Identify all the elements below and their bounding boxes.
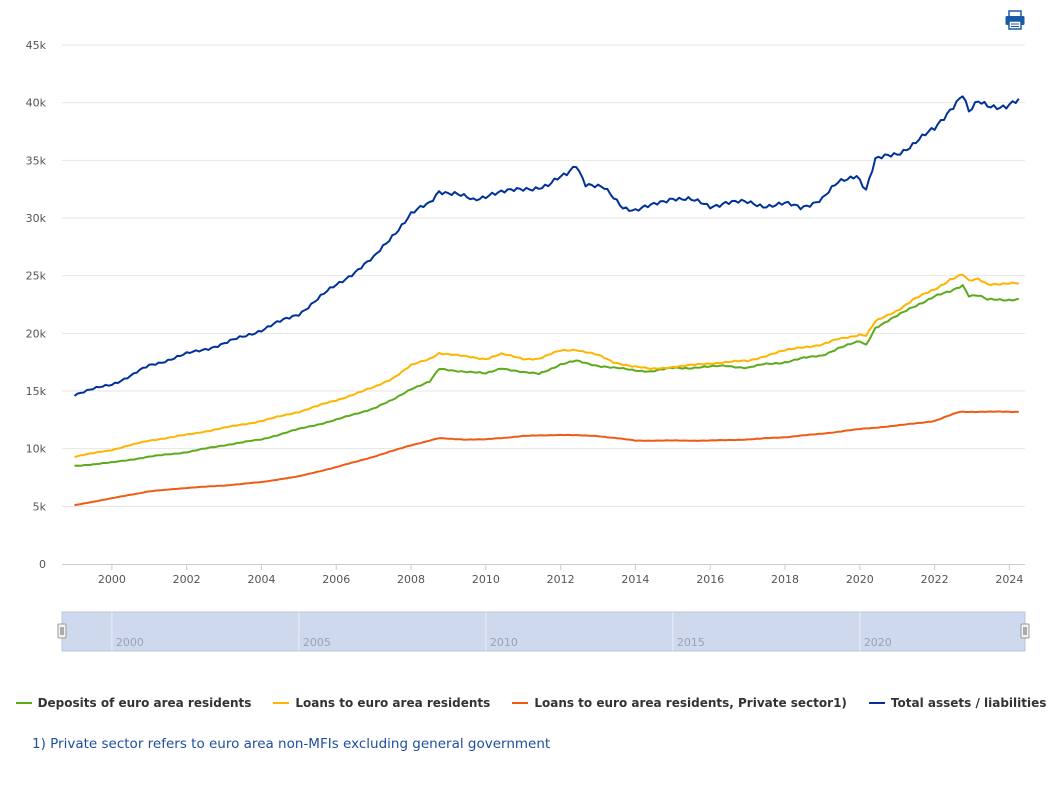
x-axis: 2000 2002 2004 2006 2008 2010 2012 2014 2016 2018… (62, 564, 1025, 586)
legend: Deposits of euro area residents Loans to … (0, 696, 1062, 710)
y-tick-label: 5k (33, 500, 47, 513)
x-tick-label: 2014 (621, 573, 649, 586)
legend-swatch (15, 702, 32, 704)
y-tick-label: 0 (39, 558, 46, 571)
legend-swatch (273, 702, 290, 704)
legend-item[interactable]: Loans to euro area residents, Private se… (512, 696, 847, 710)
x-tick-label: 2000 (98, 573, 126, 586)
series-line-3[interactable] (73, 95, 1020, 397)
footnote: 1) Private sector refers to euro area no… (32, 736, 551, 752)
legend-label: Deposits of euro area residents (37, 696, 252, 710)
navigator[interactable]: 2000 2005 2010 2015 2020 (57, 611, 1030, 652)
print-icon[interactable] (1004, 9, 1026, 31)
legend-swatch (512, 702, 529, 704)
y-tick-label: 20k (26, 327, 47, 340)
navigator-tick-label: 2000 (116, 636, 144, 649)
legend-label: Loans to euro area residents, Private se… (534, 696, 847, 710)
navigator-tick-label: 2010 (490, 636, 518, 649)
series-line-1[interactable] (74, 273, 1019, 459)
x-tick-label: 2022 (921, 573, 949, 586)
navigator-tick-label: 2005 (303, 636, 331, 649)
legend-label: Loans to euro area residents (295, 696, 491, 710)
x-tick-label: 2008 (397, 573, 425, 586)
x-tick-label: 2016 (696, 573, 724, 586)
x-tick-label: 2010 (472, 573, 500, 586)
y-tick-label: 30k (26, 212, 47, 225)
y-tick-label: 25k (26, 270, 47, 283)
navigator-tick-label: 2015 (677, 636, 705, 649)
legend-item[interactable]: Deposits of euro area residents (15, 696, 252, 710)
x-tick-label: 2012 (547, 573, 575, 586)
x-tick-label: 2004 (247, 573, 275, 586)
y-tick-label: 35k (26, 154, 47, 167)
y-tick-label: 40k (26, 97, 47, 110)
navigator-handle-right[interactable] (1020, 623, 1030, 639)
legend-item[interactable]: Loans to euro area residents (273, 696, 490, 710)
navigator-tick-label: 2020 (864, 636, 892, 649)
legend-swatch (868, 702, 885, 704)
line-chart: 0 5k 10k 15k 20k 25k 30k 35k 40k 45k 2000 2002 2004… (26, 39, 1030, 652)
grid-lines (62, 44, 1025, 507)
y-tick-label: 15k (26, 385, 47, 398)
y-axis: 0 5k 10k 15k 20k 25k 30k 35k 40k 45k (26, 39, 47, 571)
plot-area (73, 95, 1020, 507)
x-tick-label: 2018 (771, 573, 799, 586)
x-tick-label: 2006 (322, 573, 350, 586)
x-tick-label: 2024 (995, 573, 1023, 586)
x-tick-label: 2020 (846, 573, 874, 586)
navigator-handle-left[interactable] (57, 623, 67, 639)
series-line-0[interactable] (74, 284, 1020, 467)
series-line-2[interactable] (74, 410, 1019, 507)
x-tick-label: 2002 (173, 573, 201, 586)
legend-label: Total assets / liabilities (890, 696, 1047, 710)
y-tick-label: 45k (26, 39, 47, 52)
y-tick-label: 10k (26, 443, 47, 456)
legend-item[interactable]: Total assets / liabilities (868, 696, 1047, 710)
